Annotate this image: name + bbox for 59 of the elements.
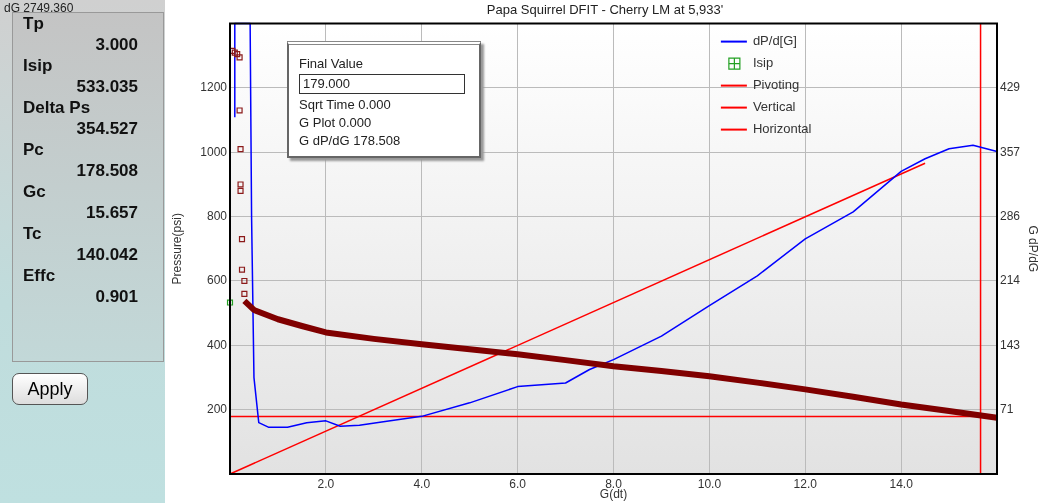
annotation: 179.000 — [299, 74, 465, 94]
legend-label: Pivoting — [752, 77, 800, 93]
x-tick-label: 10.0 — [697, 476, 722, 491]
y-tick-label: 1000 — [200, 144, 228, 159]
annotation: Sqrt Time 0.000 — [299, 96, 392, 114]
text: Pc — [23, 139, 45, 160]
annotation: Final Value — [299, 55, 365, 73]
text: Delta Ps — [23, 97, 92, 118]
text: 3.000 — [94, 34, 138, 55]
y2-tick-label: 357 — [1000, 144, 1021, 159]
text: 15.657 — [85, 202, 138, 223]
legend-label: Horizontal — [752, 121, 812, 137]
text: dG 2749.360 — [4, 1, 74, 15]
point — [237, 181, 244, 188]
text: 140.042 — [75, 244, 138, 265]
y2-tick-label: 143 — [1000, 337, 1021, 352]
legend-label: dP/d[G] — [752, 33, 797, 49]
text: Gc — [23, 181, 47, 202]
x-axis-title: G(dt) — [599, 487, 628, 502]
y-tick-label: 1200 — [200, 80, 228, 95]
y2-axis-title: G dP/dG — [1026, 225, 1041, 273]
point — [238, 266, 246, 273]
text: Tp — [23, 13, 45, 34]
legend-label: Isip — [752, 55, 774, 71]
point — [237, 187, 244, 194]
x-tick-label: 4.0 — [413, 476, 431, 491]
text: 354.527 — [75, 118, 138, 139]
point — [237, 145, 244, 153]
text: Effc — [23, 265, 57, 286]
y2-tick-label: 71 — [1000, 402, 1014, 416]
x-tick-label: 14.0 — [889, 476, 914, 491]
text: Apply — [12, 373, 88, 405]
y2-tick-label: 214 — [1000, 273, 1021, 288]
point — [226, 299, 234, 306]
text: Tc — [23, 223, 43, 244]
y2-tick-label: 429 — [1000, 80, 1021, 95]
text: 0.901 — [94, 286, 138, 307]
text: 178.508 — [75, 160, 138, 181]
point — [236, 107, 243, 114]
y-tick-label: 600 — [206, 273, 228, 288]
point — [238, 236, 246, 243]
y-tick-label: 800 — [206, 208, 228, 223]
chart-title: Papa Squirrel DFIT - Cherry LM at 5,933' — [486, 2, 724, 18]
y-axis-title: Pressure(psi) — [169, 213, 184, 285]
y-tick-label: 400 — [206, 337, 228, 352]
x-tick-label: 12.0 — [793, 476, 818, 491]
point — [236, 54, 243, 61]
legend-label: Vertical — [752, 99, 796, 115]
annotation: G dP/dG 178.508 — [299, 132, 402, 150]
x-tick-label: 6.0 — [509, 476, 527, 491]
text: Isip — [23, 55, 54, 76]
y-tick-label: 200 — [206, 401, 228, 416]
text: 533.035 — [75, 76, 138, 97]
point — [234, 51, 241, 58]
point — [241, 277, 248, 285]
annotation: G Plot 0.000 — [299, 114, 373, 132]
point — [241, 290, 248, 297]
y2-tick-label: 286 — [1000, 208, 1021, 223]
x-tick-label: 2.0 — [317, 476, 335, 491]
